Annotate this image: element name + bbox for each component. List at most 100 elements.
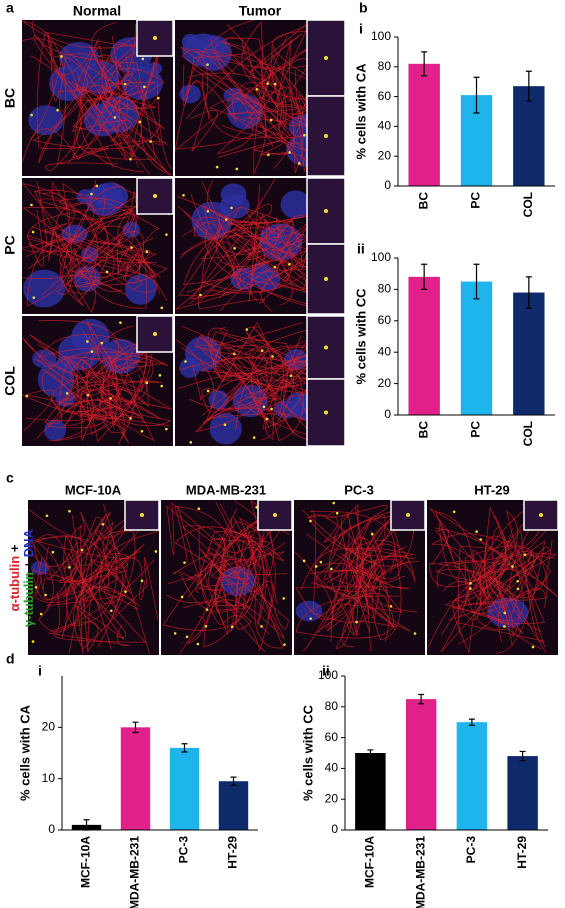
bar <box>408 276 440 415</box>
y-axis-label: % cells with CC <box>353 288 368 385</box>
centrosome <box>206 389 210 393</box>
centrosome <box>288 262 291 266</box>
bar <box>120 727 151 830</box>
filament <box>210 213 297 294</box>
centrosome <box>539 513 543 517</box>
filament <box>177 30 344 150</box>
centrosome <box>34 585 38 589</box>
row-label: BC <box>2 88 18 108</box>
filament <box>47 32 144 173</box>
centrosome <box>523 553 527 557</box>
filament <box>70 524 125 651</box>
x-tick-label: PC <box>469 421 483 438</box>
bar <box>460 281 493 415</box>
centrosome <box>205 608 209 611</box>
centrosome <box>413 632 417 635</box>
x-tick-label: COL <box>521 192 535 217</box>
centrosome <box>180 595 184 599</box>
centrosome <box>335 511 339 515</box>
filament <box>32 516 150 655</box>
centrosome <box>86 393 90 397</box>
error-bar <box>421 263 428 290</box>
filament <box>192 332 337 401</box>
centrosome <box>475 530 478 533</box>
filament <box>36 534 112 654</box>
centrosome <box>270 407 273 411</box>
centrosome <box>197 507 201 511</box>
filament <box>308 514 415 594</box>
nucleus <box>23 269 66 308</box>
filament <box>22 20 173 165</box>
filament <box>300 505 422 591</box>
nucleus <box>181 33 200 50</box>
micrograph <box>175 177 346 315</box>
filament <box>331 515 390 642</box>
filament <box>56 182 134 302</box>
centrosome <box>60 55 63 58</box>
y-axis-label: % cells with CA <box>17 704 32 801</box>
panel-label: d <box>6 651 15 667</box>
y-tick-label: 0 <box>384 178 391 192</box>
filament <box>295 569 400 639</box>
y-tick-label: 80 <box>378 282 392 296</box>
centrosome <box>158 374 162 377</box>
centrosome <box>309 617 312 620</box>
centrosome <box>68 566 71 569</box>
centrosome <box>215 165 219 169</box>
centrosome <box>297 162 301 165</box>
centrosome <box>196 642 200 646</box>
y-tick-label: 60 <box>378 313 392 327</box>
bar <box>405 699 437 830</box>
micrograph <box>21 315 174 446</box>
bar <box>408 63 440 186</box>
filament <box>316 507 416 597</box>
micrograph <box>27 499 160 655</box>
filament <box>444 545 516 637</box>
x-tick-label: COL <box>521 421 535 446</box>
filament <box>258 214 328 295</box>
centrosome <box>324 56 328 60</box>
filament <box>21 183 158 293</box>
y-tick-label: 20 <box>325 791 339 805</box>
error-bar <box>132 721 139 734</box>
filament <box>172 554 254 630</box>
centrosome <box>153 332 157 336</box>
centrosome <box>30 203 33 207</box>
nucleus <box>295 600 323 622</box>
centrosome <box>101 523 105 526</box>
centrosome <box>90 192 93 196</box>
filament <box>34 189 161 284</box>
error-bar <box>367 749 374 757</box>
filament <box>27 514 127 569</box>
filament <box>204 21 346 105</box>
filament <box>48 559 155 646</box>
filament <box>162 527 290 631</box>
filament <box>46 557 146 607</box>
filament <box>22 337 96 419</box>
centrosome <box>370 532 374 536</box>
centrosome <box>245 328 249 331</box>
y-tick-label: 80 <box>378 59 392 73</box>
y-tick-label: 40 <box>325 761 339 775</box>
y-tick-label: 100 <box>371 29 391 43</box>
centrosome <box>124 590 127 593</box>
centrosome <box>235 167 239 171</box>
filament <box>207 500 280 631</box>
micrograph <box>161 499 293 655</box>
filament <box>82 240 168 286</box>
filament <box>47 330 142 429</box>
centrosome <box>319 560 323 564</box>
y-tick-label: 10 <box>42 771 56 785</box>
filament <box>427 550 559 648</box>
error-bar <box>418 693 425 705</box>
centrosome <box>468 587 472 590</box>
centrosome <box>154 550 158 553</box>
centrosome <box>109 609 113 613</box>
x-tick-label: MDA-MB-231 <box>128 836 142 908</box>
error-bar <box>519 750 526 762</box>
centrosome <box>206 210 210 213</box>
centrosome <box>31 640 35 643</box>
centrosome <box>389 604 393 608</box>
centrosome <box>86 340 89 343</box>
